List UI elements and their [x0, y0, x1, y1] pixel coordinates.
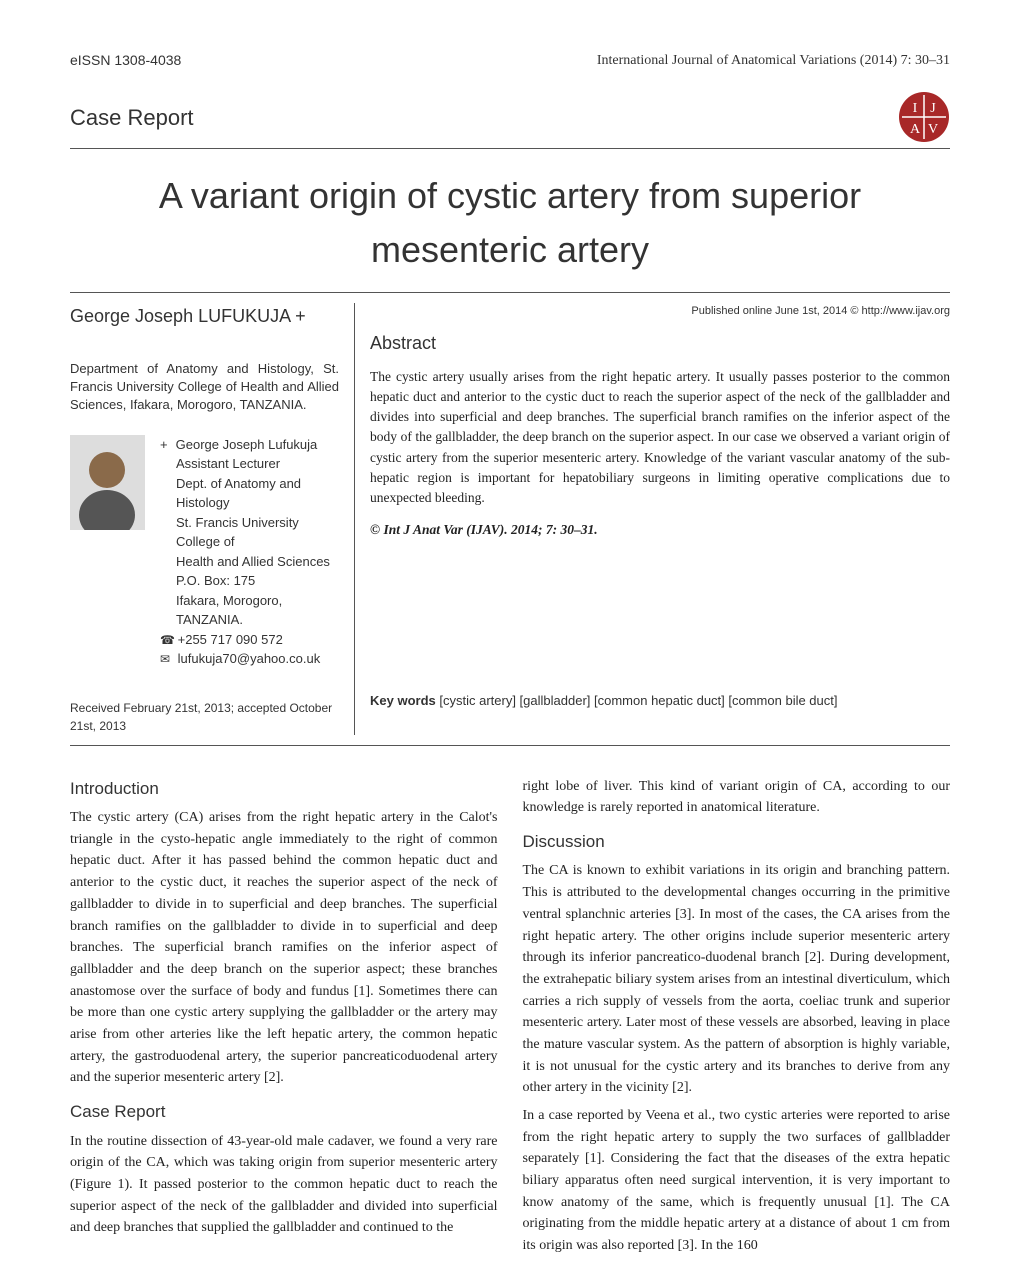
author-name-text: George Joseph LUFUKUJA: [70, 306, 290, 326]
keywords-text: [cystic artery] [gallbladder] [common he…: [439, 693, 837, 708]
discussion-p2: In a case reported by Veena et al., two …: [523, 1105, 951, 1257]
author-details-name: George Joseph Lufukuja: [176, 437, 318, 452]
phone-icon: ☎: [160, 631, 174, 649]
svg-text:I: I: [913, 101, 918, 116]
author-college: St. Francis University College of: [160, 513, 339, 552]
author-phone: +255 717 090 572: [178, 632, 283, 647]
body-right-column: right lobe of liver. This kind of varian…: [523, 766, 951, 1263]
abstract-heading: Abstract: [370, 330, 950, 357]
divider: [70, 745, 950, 746]
svg-text:V: V: [928, 122, 938, 137]
author-college2: Health and Allied Sciences: [160, 552, 339, 572]
author-location: Ifakara, Morogoro, TANZANIA.: [160, 591, 339, 630]
plus-mark-icon: +: [160, 435, 172, 455]
publication-info: Published online June 1st, 2014 © http:/…: [370, 303, 950, 320]
author-photo: [70, 435, 145, 530]
eissn-text: eISSN 1308-4038: [70, 50, 181, 71]
introduction-text: The cystic artery (CA) arises from the r…: [70, 807, 498, 1089]
author-affiliation: Department of Anatomy and Histology, St.…: [70, 360, 339, 415]
journal-logo-icon: I J A V: [898, 91, 950, 143]
body-left-column: Introduction The cystic artery (CA) aris…: [70, 766, 498, 1263]
left-column: George Joseph LUFUKUJA + Department of A…: [70, 303, 355, 735]
right-col-continuation: right lobe of liver. This kind of varian…: [523, 776, 951, 819]
author-dept: Dept. of Anatomy and Histology: [160, 474, 339, 513]
author-pobox: P.O. Box: 175: [160, 571, 339, 591]
journal-info: International Journal of Anatomical Vari…: [597, 50, 950, 71]
author-email: lufukuja70@yahoo.co.uk: [178, 651, 321, 666]
author-details: + George Joseph Lufukuja Assistant Lectu…: [160, 435, 339, 669]
author-plus-mark: +: [295, 306, 306, 326]
svg-text:J: J: [930, 101, 936, 116]
right-column: Published online June 1st, 2014 © http:/…: [355, 303, 950, 735]
divider: [70, 292, 950, 293]
abstract-text: The cystic artery usually arises from th…: [370, 367, 950, 509]
case-report-heading: Case Report: [70, 1099, 498, 1125]
svg-text:A: A: [910, 122, 921, 137]
introduction-heading: Introduction: [70, 776, 498, 802]
author-name: George Joseph LUFUKUJA +: [70, 303, 339, 330]
author-position: Assistant Lecturer: [160, 454, 339, 474]
citation-text: © Int J Anat Var (IJAV). 2014; 7: 30–31.: [370, 520, 950, 540]
discussion-heading: Discussion: [523, 829, 951, 855]
article-title: A variant origin of cystic artery from s…: [70, 169, 950, 277]
discussion-p1: The CA is known to exhibit variations in…: [523, 860, 951, 1099]
received-dates: Received February 21st, 2013; accepted O…: [70, 699, 339, 735]
keywords-label: Key words: [370, 693, 436, 708]
email-icon: ✉: [160, 650, 174, 668]
case-report-text: In the routine dissection of 43-year-old…: [70, 1131, 498, 1239]
keywords: Key words [cystic artery] [gallbladder] …: [370, 691, 950, 711]
case-report-label: Case Report: [70, 101, 194, 134]
